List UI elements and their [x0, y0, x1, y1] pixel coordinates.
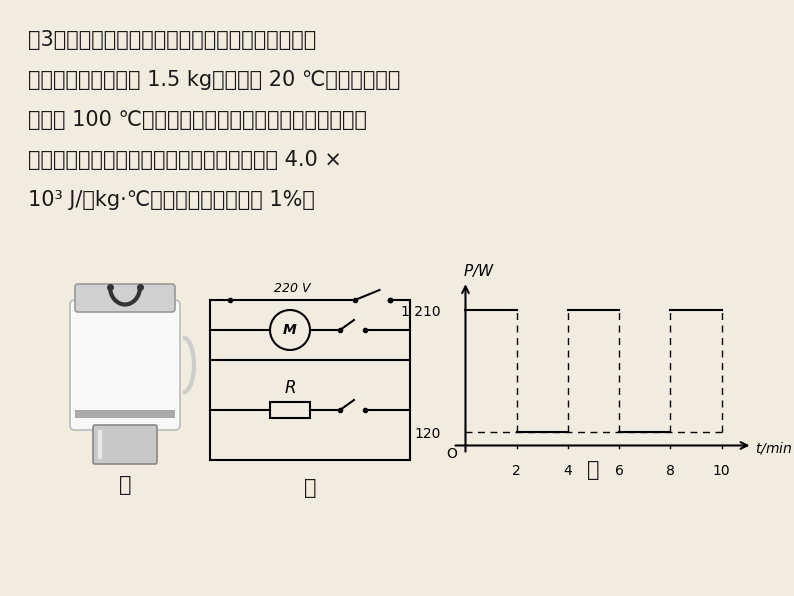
- Bar: [75, 410, 175, 418]
- Bar: [270, 402, 310, 418]
- Text: $P$/W: $P$/W: [463, 262, 495, 279]
- FancyBboxPatch shape: [93, 425, 157, 464]
- FancyBboxPatch shape: [70, 300, 180, 430]
- Text: 乙: 乙: [304, 478, 316, 498]
- Text: M: M: [283, 323, 297, 337]
- Text: 甲: 甲: [119, 475, 131, 495]
- Text: R: R: [284, 379, 295, 397]
- Text: 原料和清水总质量为 1.5 kg，初温为 20 ℃，豆浆永腾时: 原料和清水总质量为 1.5 kg，初温为 20 ℃，豆浆永腾时: [28, 70, 400, 90]
- FancyBboxPatch shape: [75, 284, 175, 312]
- Text: 温度是 100 ℃，电热管的加热效率是多少？［已知原料: 温度是 100 ℃，电热管的加热效率是多少？［已知原料: [28, 110, 367, 130]
- Text: 220 V: 220 V: [274, 281, 310, 294]
- Text: $t$/min: $t$/min: [755, 440, 792, 456]
- Text: 和清水的混合物的比热容及豆浆的比热容均为 4.0 ×: 和清水的混合物的比热容及豆浆的比热容均为 4.0 ×: [28, 150, 342, 170]
- Text: 丙: 丙: [588, 460, 599, 480]
- Text: O: O: [446, 448, 457, 461]
- Text: （3）豆浆机在正常工作状态下做一次豆浆，若各类: （3）豆浆机在正常工作状态下做一次豆浆，若各类: [28, 30, 316, 50]
- Text: 10³ J/（kg·℃），计算结果精确到 1%］: 10³ J/（kg·℃），计算结果精确到 1%］: [28, 190, 315, 210]
